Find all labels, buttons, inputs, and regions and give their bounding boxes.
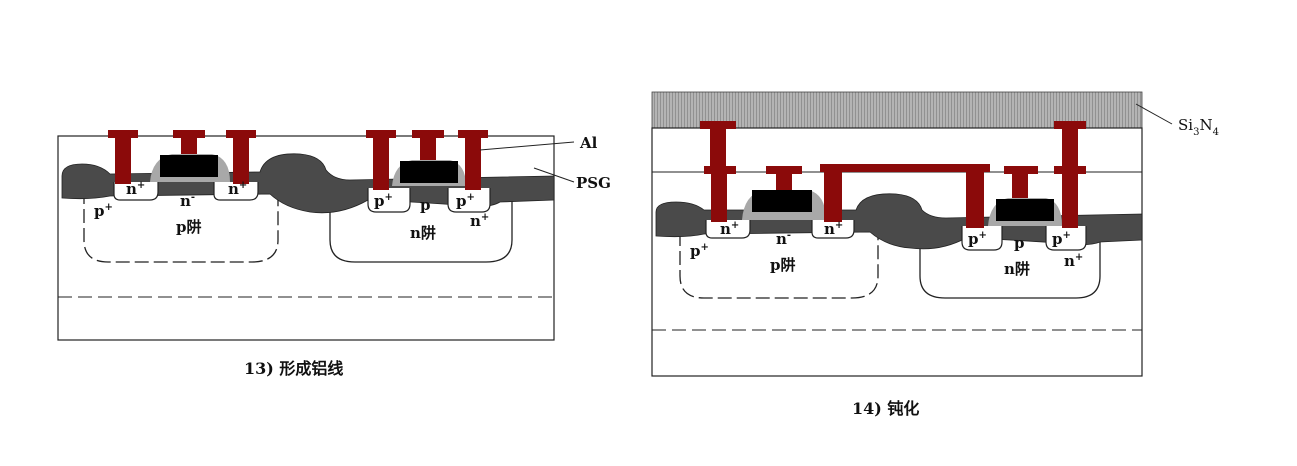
- label-n-plus-b-13: n+: [228, 180, 247, 198]
- label-p-well-14: p阱: [770, 256, 796, 274]
- label-n-plus-a-13: n+: [126, 180, 145, 198]
- label-p-plus-outer-13: p+: [94, 202, 113, 220]
- label-p-well-13: p阱: [176, 218, 202, 236]
- psg-layer-13: [61, 153, 555, 214]
- n-plus-drain-13: [213, 182, 259, 201]
- label-n-plus-outer-14: n+: [1064, 252, 1083, 270]
- label-p-mid-13: p: [420, 196, 431, 214]
- label-n-plus-b-14: n+: [824, 220, 843, 238]
- pmos-gate-14: [996, 199, 1054, 221]
- label-n-minus-14: n-: [776, 230, 791, 248]
- panel-13: Al PSG n+ n+ n- p+ p阱 p+ p p+ n阱 n+ 13) …: [57, 130, 611, 378]
- label-n-well-14: n阱: [1004, 260, 1030, 278]
- label-p-plus-b-14: p+: [1052, 230, 1071, 248]
- label-p-plus-b-13: p+: [456, 192, 475, 210]
- label-p-plus-a-14: p+: [968, 230, 987, 248]
- label-n-minus-13: n-: [180, 192, 195, 210]
- p-well-14: [679, 232, 879, 299]
- aluminum-contacts-13: [108, 130, 488, 190]
- label-si3n4: Si3N4: [1178, 116, 1219, 138]
- nmos-gate-14: [752, 190, 812, 212]
- label-n-plus-outer-13: n+: [470, 212, 489, 230]
- n-well-13: [329, 200, 513, 263]
- n-well-14: [919, 240, 1101, 299]
- label-p-plus-outer-14: p+: [690, 242, 709, 260]
- n-plus-source-13: [113, 182, 159, 201]
- pmos-gate-13: [400, 161, 458, 183]
- label-p-plus-a-13: p+: [374, 192, 393, 210]
- panel-14: Si3N4 n+ n+ n- p+ p阱 p+ p p+ n阱 n+ 14) 钝…: [651, 91, 1219, 418]
- label-p-mid-14: p: [1014, 234, 1025, 252]
- label-n-well-13: n阱: [410, 224, 436, 242]
- label-al-13: Al: [579, 134, 598, 152]
- psg-layer-14: [655, 193, 1143, 250]
- aluminum-interconnect-14: [700, 121, 1086, 228]
- p-plus-drain-13: [447, 188, 491, 213]
- caption-14: 14) 钝化: [852, 399, 919, 418]
- label-n-plus-a-14: n+: [720, 220, 739, 238]
- nmos-gate-13: [160, 155, 218, 177]
- p-well-13: [83, 190, 279, 263]
- caption-13: 13) 形成铝线: [244, 359, 343, 378]
- label-psg-13: PSG: [576, 174, 611, 192]
- p-plus-source-13: [367, 188, 411, 213]
